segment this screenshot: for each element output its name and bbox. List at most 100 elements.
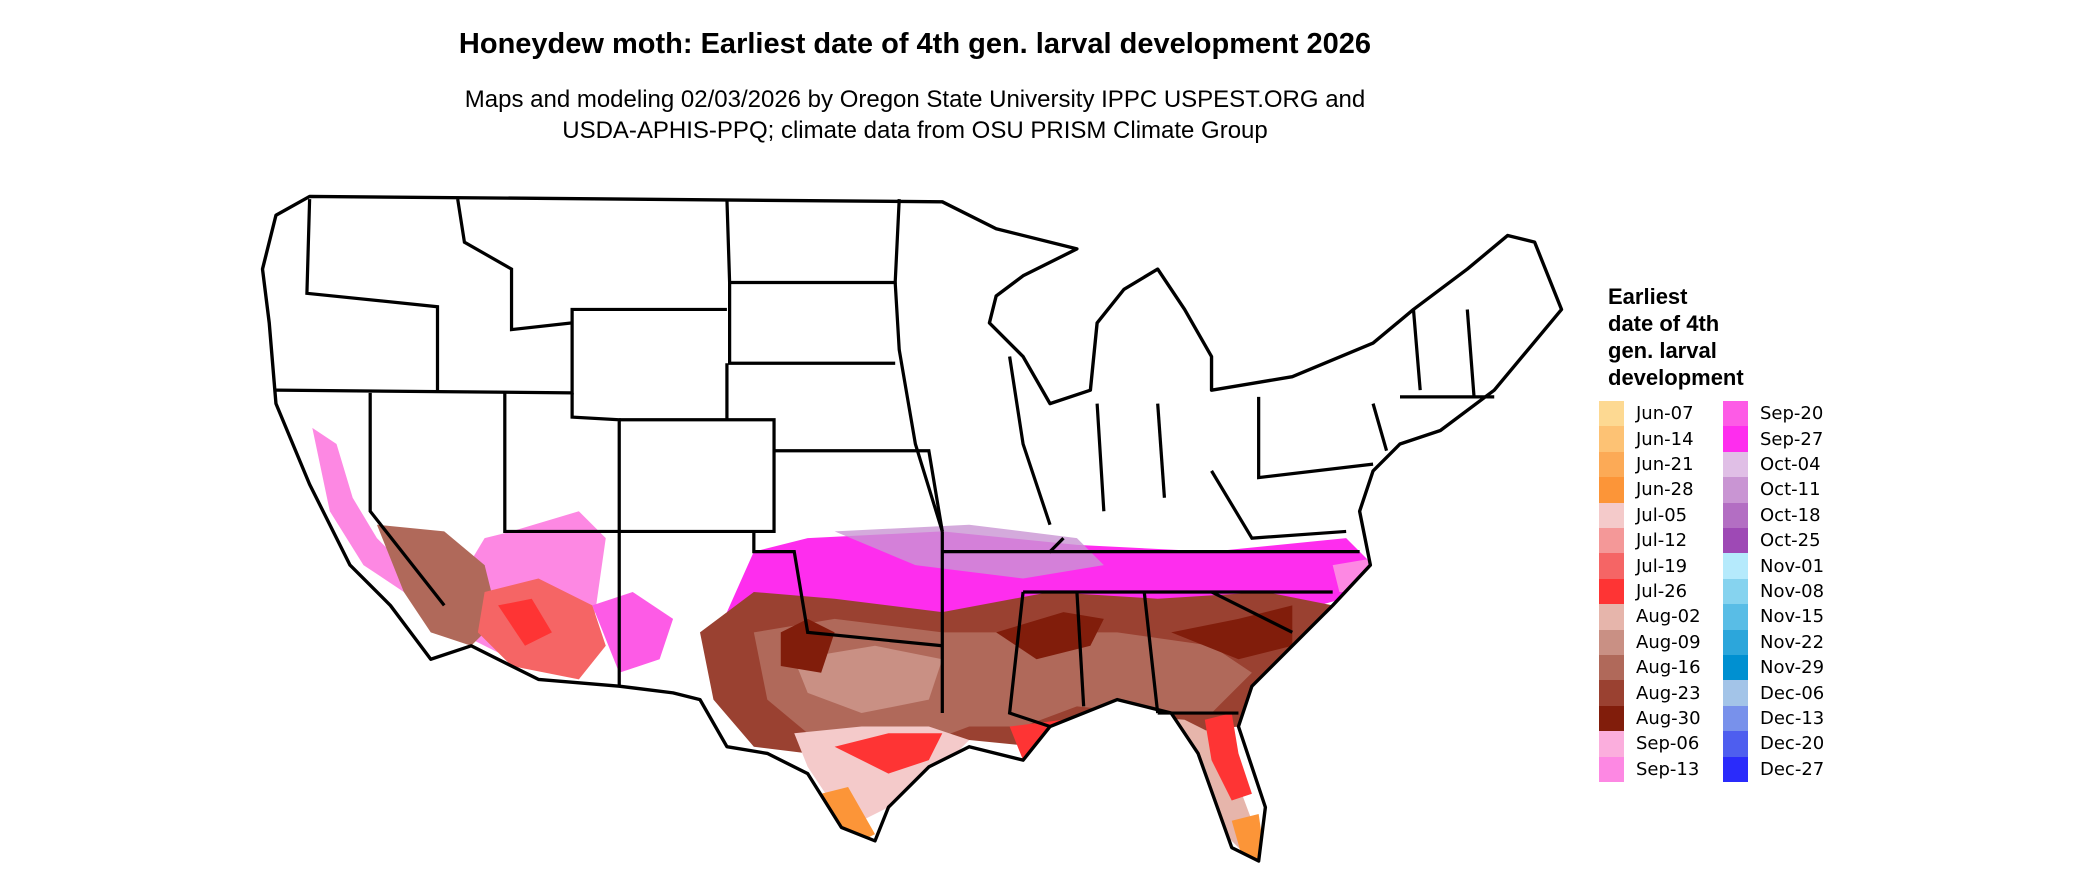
map-title: Honeydew moth: Earliest date of 4th gen.…: [458, 28, 1372, 60]
legend-label: Oct-04: [1760, 453, 1821, 475]
state-boundaries: [275, 198, 1495, 729]
legend-label: Dec-20: [1760, 733, 1825, 755]
legend-label: Oct-18: [1760, 504, 1821, 526]
legend-label: Aug-16: [1636, 657, 1701, 679]
us-outline: [260, 194, 1564, 863]
legend-swatch: [1723, 731, 1748, 757]
legend-item: Aug-16: [1599, 655, 1701, 681]
legend-swatch: [1723, 604, 1748, 630]
legend-item: Jun-28: [1599, 477, 1694, 503]
legend-item: Nov-15: [1723, 604, 1825, 630]
legend-item: Jun-14: [1599, 426, 1694, 452]
legend-item: Jun-21: [1599, 451, 1694, 478]
legend-item: Dec-06: [1723, 680, 1825, 706]
legend-swatch: [1723, 756, 1748, 782]
legend-item: Sep-13: [1599, 756, 1700, 782]
legend-item: Nov-01: [1723, 553, 1825, 579]
legend-label: Jul-26: [1636, 580, 1688, 602]
map-subtitle-line-1: Maps and modeling 02/03/2026 by Oregon S…: [464, 86, 1366, 113]
legend-swatch: [1723, 528, 1748, 554]
legend-item: Jul-19: [1599, 553, 1688, 579]
legend-label: Aug-02: [1636, 606, 1701, 628]
legend-swatch: [1599, 502, 1624, 528]
legend-swatch: [1599, 528, 1624, 554]
legend-title-line: date of 4th: [1608, 311, 1720, 336]
legend-item: Nov-29: [1723, 655, 1825, 681]
legend-label: Nov-22: [1760, 631, 1825, 653]
legend-label: Aug-23: [1636, 682, 1701, 704]
legend-swatch: [1599, 578, 1624, 605]
legend-item: Dec-27: [1723, 756, 1825, 782]
legend-label: Jun-28: [1636, 479, 1694, 501]
legend-item: Oct-18: [1723, 502, 1821, 528]
legend-swatch: [1599, 604, 1624, 630]
legend-swatch: [1599, 451, 1624, 478]
legend-title-line: gen. larval: [1608, 338, 1717, 363]
legend-label: Sep-06: [1636, 733, 1700, 755]
legend-title-line: Earliest: [1608, 284, 1688, 309]
legend-label: Sep-27: [1760, 428, 1824, 450]
legend-item: Aug-02: [1599, 604, 1701, 630]
legend-swatch: [1599, 426, 1624, 452]
legend-label: Nov-01: [1760, 555, 1825, 577]
legend-label: Jun-21: [1636, 453, 1694, 475]
legend-label: Sep-13: [1636, 758, 1700, 780]
legend-swatch: [1723, 705, 1748, 732]
legend-swatch: [1723, 401, 1748, 427]
legend-item: Aug-23: [1599, 680, 1701, 706]
legend-label: Aug-30: [1636, 707, 1701, 729]
legend-swatch: [1723, 629, 1748, 655]
legend-swatch: [1599, 731, 1624, 757]
legend-label: Jun-07: [1636, 403, 1694, 425]
legend-swatch: [1723, 578, 1748, 605]
legend-label: Dec-06: [1760, 682, 1825, 704]
legend-item: Oct-04: [1723, 451, 1821, 478]
legend-label: Dec-27: [1760, 758, 1825, 780]
legend-swatch: [1723, 477, 1748, 503]
legend-item: Aug-30: [1599, 705, 1701, 732]
legend-label: Aug-09: [1636, 631, 1701, 653]
legend-item: Nov-22: [1723, 629, 1825, 655]
legend-item: Dec-13: [1723, 705, 1825, 732]
map-subtitle-line-2: USDA-APHIS-PPQ; climate data from OSU PR…: [562, 117, 1268, 144]
legend-swatch: [1599, 680, 1624, 706]
legend-item: Jul-26: [1599, 578, 1688, 605]
legend-label: Jul-05: [1636, 504, 1688, 526]
legend-swatch: [1723, 502, 1748, 528]
development-date-raster: [312, 427, 1374, 862]
legend-swatch: [1723, 553, 1748, 579]
legend-swatch: [1599, 655, 1624, 681]
legend-item: Nov-08: [1723, 578, 1825, 605]
legend-swatch: [1599, 401, 1624, 427]
legend-swatch: [1723, 680, 1748, 706]
legend-label: Nov-29: [1760, 657, 1825, 679]
legend-item: Sep-20: [1723, 401, 1824, 427]
legend-item: Dec-20: [1723, 731, 1825, 757]
legend-item: Sep-27: [1723, 426, 1824, 452]
legend-label: Jun-14: [1636, 428, 1694, 450]
legend-swatch: [1599, 705, 1624, 732]
legend-item: Aug-09: [1599, 629, 1701, 655]
legend-title-line: development: [1608, 365, 1744, 390]
legend-swatch: [1723, 451, 1748, 478]
legend-label: Dec-13: [1760, 707, 1825, 729]
legend-swatch: [1599, 553, 1624, 579]
legend-swatch: [1723, 655, 1748, 681]
legend-swatch: [1599, 477, 1624, 503]
legend-item: Jun-07: [1599, 401, 1694, 427]
legend-label: Sep-20: [1760, 403, 1824, 425]
legend-item: Jul-12: [1599, 528, 1688, 554]
legend-swatch: [1599, 756, 1624, 782]
legend-label: Nov-08: [1760, 580, 1825, 602]
legend-swatch: [1599, 629, 1624, 655]
legend-label: Jul-19: [1636, 555, 1688, 577]
legend-title: Earliest date of 4th gen. larval develop…: [1608, 283, 1744, 391]
legend-label: Nov-15: [1760, 606, 1825, 628]
legend-item: Oct-25: [1723, 528, 1821, 554]
legend-item: Jul-05: [1599, 502, 1688, 528]
legend-label: Oct-11: [1760, 479, 1821, 501]
legend-label: Jul-12: [1636, 530, 1688, 552]
legend-swatch: [1723, 426, 1748, 452]
legend-item: Sep-06: [1599, 731, 1700, 757]
